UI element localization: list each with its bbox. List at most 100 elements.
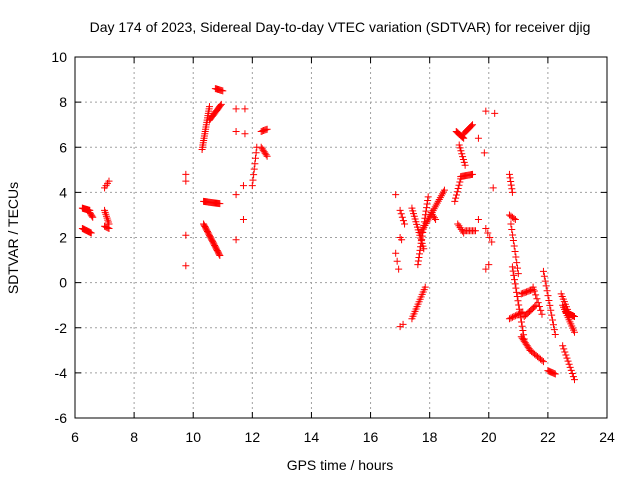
data-point [392,191,400,199]
data-point [474,134,482,142]
axis-ticks [74,56,608,419]
data-point [519,327,527,335]
data-point [239,215,247,223]
data-point [232,127,240,135]
y-tick-label: 0 [59,275,67,291]
data-point [415,253,423,261]
data-point [248,182,256,190]
data-point [454,185,462,193]
data-point [216,200,224,208]
data-point [480,149,488,157]
data-point [511,248,519,256]
data-point [241,105,249,113]
data-point [509,237,517,245]
data-point [216,102,224,110]
data-point [544,292,552,300]
data-point [510,214,518,222]
data-point [219,87,227,95]
data-point [182,170,190,178]
data-point [513,288,521,296]
data-point [414,257,422,265]
data-point [482,107,490,115]
data-point [513,311,521,319]
data-point [417,239,425,247]
data-point [215,250,223,258]
data-point [539,358,547,366]
x-tick-label: 16 [363,429,379,445]
data-point [551,370,559,378]
data-point [511,276,519,284]
x-tick-label: 10 [185,429,201,445]
data-point [104,224,112,232]
data-point [452,194,460,202]
data-point [262,151,270,159]
data-point [397,210,405,218]
data-point [105,224,113,232]
data-point [250,165,258,173]
data-point [396,206,404,214]
data-point [512,284,520,292]
data-point [88,212,96,220]
data-point [263,152,271,160]
data-point [89,213,97,221]
data-point [423,200,431,208]
data-point [252,154,259,162]
data-point [489,184,497,192]
data-point [251,160,259,168]
data-point [510,271,518,279]
data-point [452,191,460,199]
data-point [232,105,240,113]
data-point [459,155,467,163]
data-point [440,186,448,194]
data-point [471,227,479,235]
data-point [484,229,492,237]
y-tick-label: 6 [59,139,67,155]
data-point [474,215,482,223]
y-tick-label: -4 [55,365,68,381]
data-point [511,312,519,320]
data-point [561,348,569,356]
data-point [505,170,513,178]
data-point [423,204,431,212]
data-point [414,261,422,269]
data-point [516,310,524,318]
x-tick-label: 18 [422,429,438,445]
data-point [507,181,515,189]
data-point [485,261,493,269]
data-point [459,133,467,141]
data-point [459,153,467,161]
data-point [570,376,578,384]
y-axis-label: SDTVAR / TECUs [5,182,21,294]
data-point [567,366,575,374]
data-point [456,144,464,152]
grid-lines [75,57,607,418]
data-point [482,224,490,232]
data-point [401,220,409,228]
y-tick-label: 2 [59,230,67,246]
data-point [392,249,400,257]
data-point [515,301,523,309]
data-point [461,161,469,169]
data-point [453,188,461,196]
data-point [514,297,522,305]
data-point [232,191,240,199]
data-point [458,133,466,141]
data-points [78,85,578,384]
x-tick-label: 22 [540,429,556,445]
data-point [239,182,247,190]
data-point [415,250,423,258]
data-point [538,310,546,318]
data-point [424,196,432,204]
y-tick-label: -2 [55,320,68,336]
data-point [250,171,258,179]
data-point [398,213,406,221]
data-point [559,342,567,350]
data-point [514,264,522,272]
data-point [569,373,577,381]
data-point [205,103,213,111]
data-point [486,234,494,241]
x-tick-label: 24 [599,429,615,445]
data-point [511,280,519,288]
data-point [458,150,466,158]
